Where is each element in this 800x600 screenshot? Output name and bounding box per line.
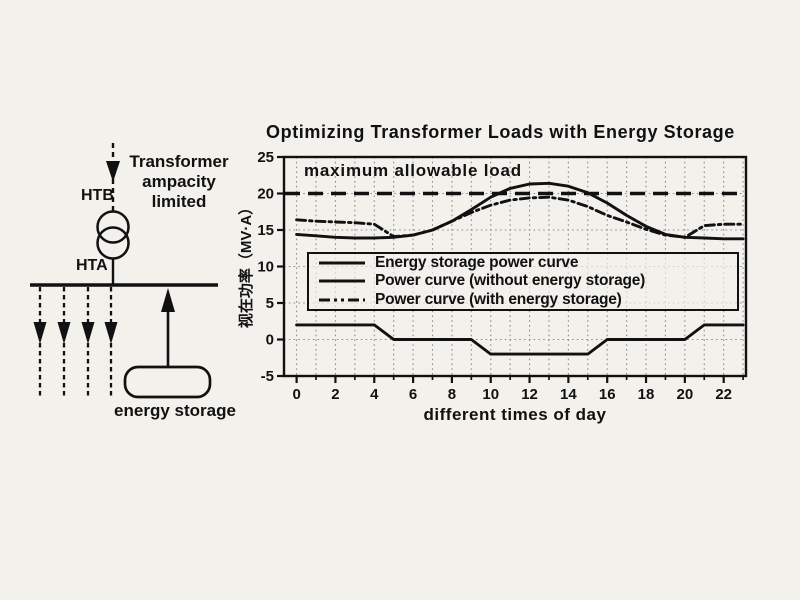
- legend-line-solid-icon: [319, 261, 365, 265]
- transformer-note: Transformer ampacity limited: [129, 152, 229, 211]
- svg-text:5: 5: [266, 295, 274, 312]
- svg-text:6: 6: [409, 386, 417, 403]
- svg-text:20: 20: [677, 386, 694, 403]
- svg-text:0: 0: [266, 332, 274, 349]
- chart-legend: Energy storage power curve Power curve (…: [307, 252, 739, 311]
- svg-text:8: 8: [448, 386, 456, 403]
- energy-storage-box: [123, 365, 212, 399]
- arrow-down-icon: [104, 322, 118, 344]
- svg-text:4: 4: [370, 386, 379, 403]
- y-axis-label: 视在功率（MV·A）: [238, 199, 255, 329]
- energy-storage-label: energy storage: [114, 401, 236, 420]
- series-curve-0: [295, 323, 745, 356]
- svg-text:0: 0: [292, 386, 300, 403]
- legend-label: Energy storage power curve: [375, 254, 579, 272]
- load-chart-plot: 25 20 15 10 5 0 -5 0 2 4 6 8 10 12 14 16 18 20 22: [257, 149, 748, 403]
- series-curve-2: [295, 195, 745, 239]
- load-feeder-arrows: [33, 287, 118, 397]
- svg-text:25: 25: [257, 149, 274, 166]
- svg-text:-5: -5: [261, 368, 274, 385]
- svg-text:16: 16: [599, 386, 616, 403]
- svg-text:22: 22: [715, 386, 732, 403]
- chart-title: Optimizing Transformer Loads with Energy…: [266, 122, 735, 142]
- legend-row-without-storage: Power curve (without energy storage): [309, 272, 737, 290]
- svg-text:10: 10: [482, 386, 499, 403]
- arrow-down-icon: [33, 322, 47, 344]
- svg-text:18: 18: [638, 386, 655, 403]
- svg-text:2: 2: [331, 386, 339, 403]
- legend-row-with-storage: Power curve (with energy storage): [309, 291, 737, 309]
- legend-row-energy-storage: Energy storage power curve: [309, 254, 737, 272]
- legend-line-dashdot-icon: [319, 298, 365, 302]
- svg-text:12: 12: [521, 386, 538, 403]
- transformer-icon: [96, 210, 130, 260]
- arrow-down-icon: [57, 322, 71, 344]
- legend-label: Power curve (with energy storage): [375, 290, 622, 308]
- series-curves: [295, 181, 745, 356]
- arrow-down-icon: [106, 161, 120, 182]
- label-hta: HTA: [76, 257, 108, 274]
- svg-text:10: 10: [257, 259, 274, 276]
- label-htb: HTB: [81, 187, 114, 204]
- legend-label: Power curve (without energy storage): [375, 272, 646, 290]
- legend-line-solid-icon: [319, 279, 365, 283]
- arrow-down-icon: [81, 322, 95, 344]
- arrow-up-icon: [161, 288, 175, 312]
- svg-text:14: 14: [560, 386, 577, 403]
- svg-text:15: 15: [257, 222, 274, 239]
- svg-text:20: 20: [257, 186, 274, 203]
- axis-ticks-and-labels: 25 20 15 10 5 0 -5 0 2 4 6 8 10 12 14 16 18 20 22: [257, 149, 744, 403]
- single-line-diagram: [30, 143, 218, 399]
- x-axis-label: different times of day: [423, 405, 607, 424]
- max-allowable-load-annotation: maximum allowable load: [304, 161, 522, 180]
